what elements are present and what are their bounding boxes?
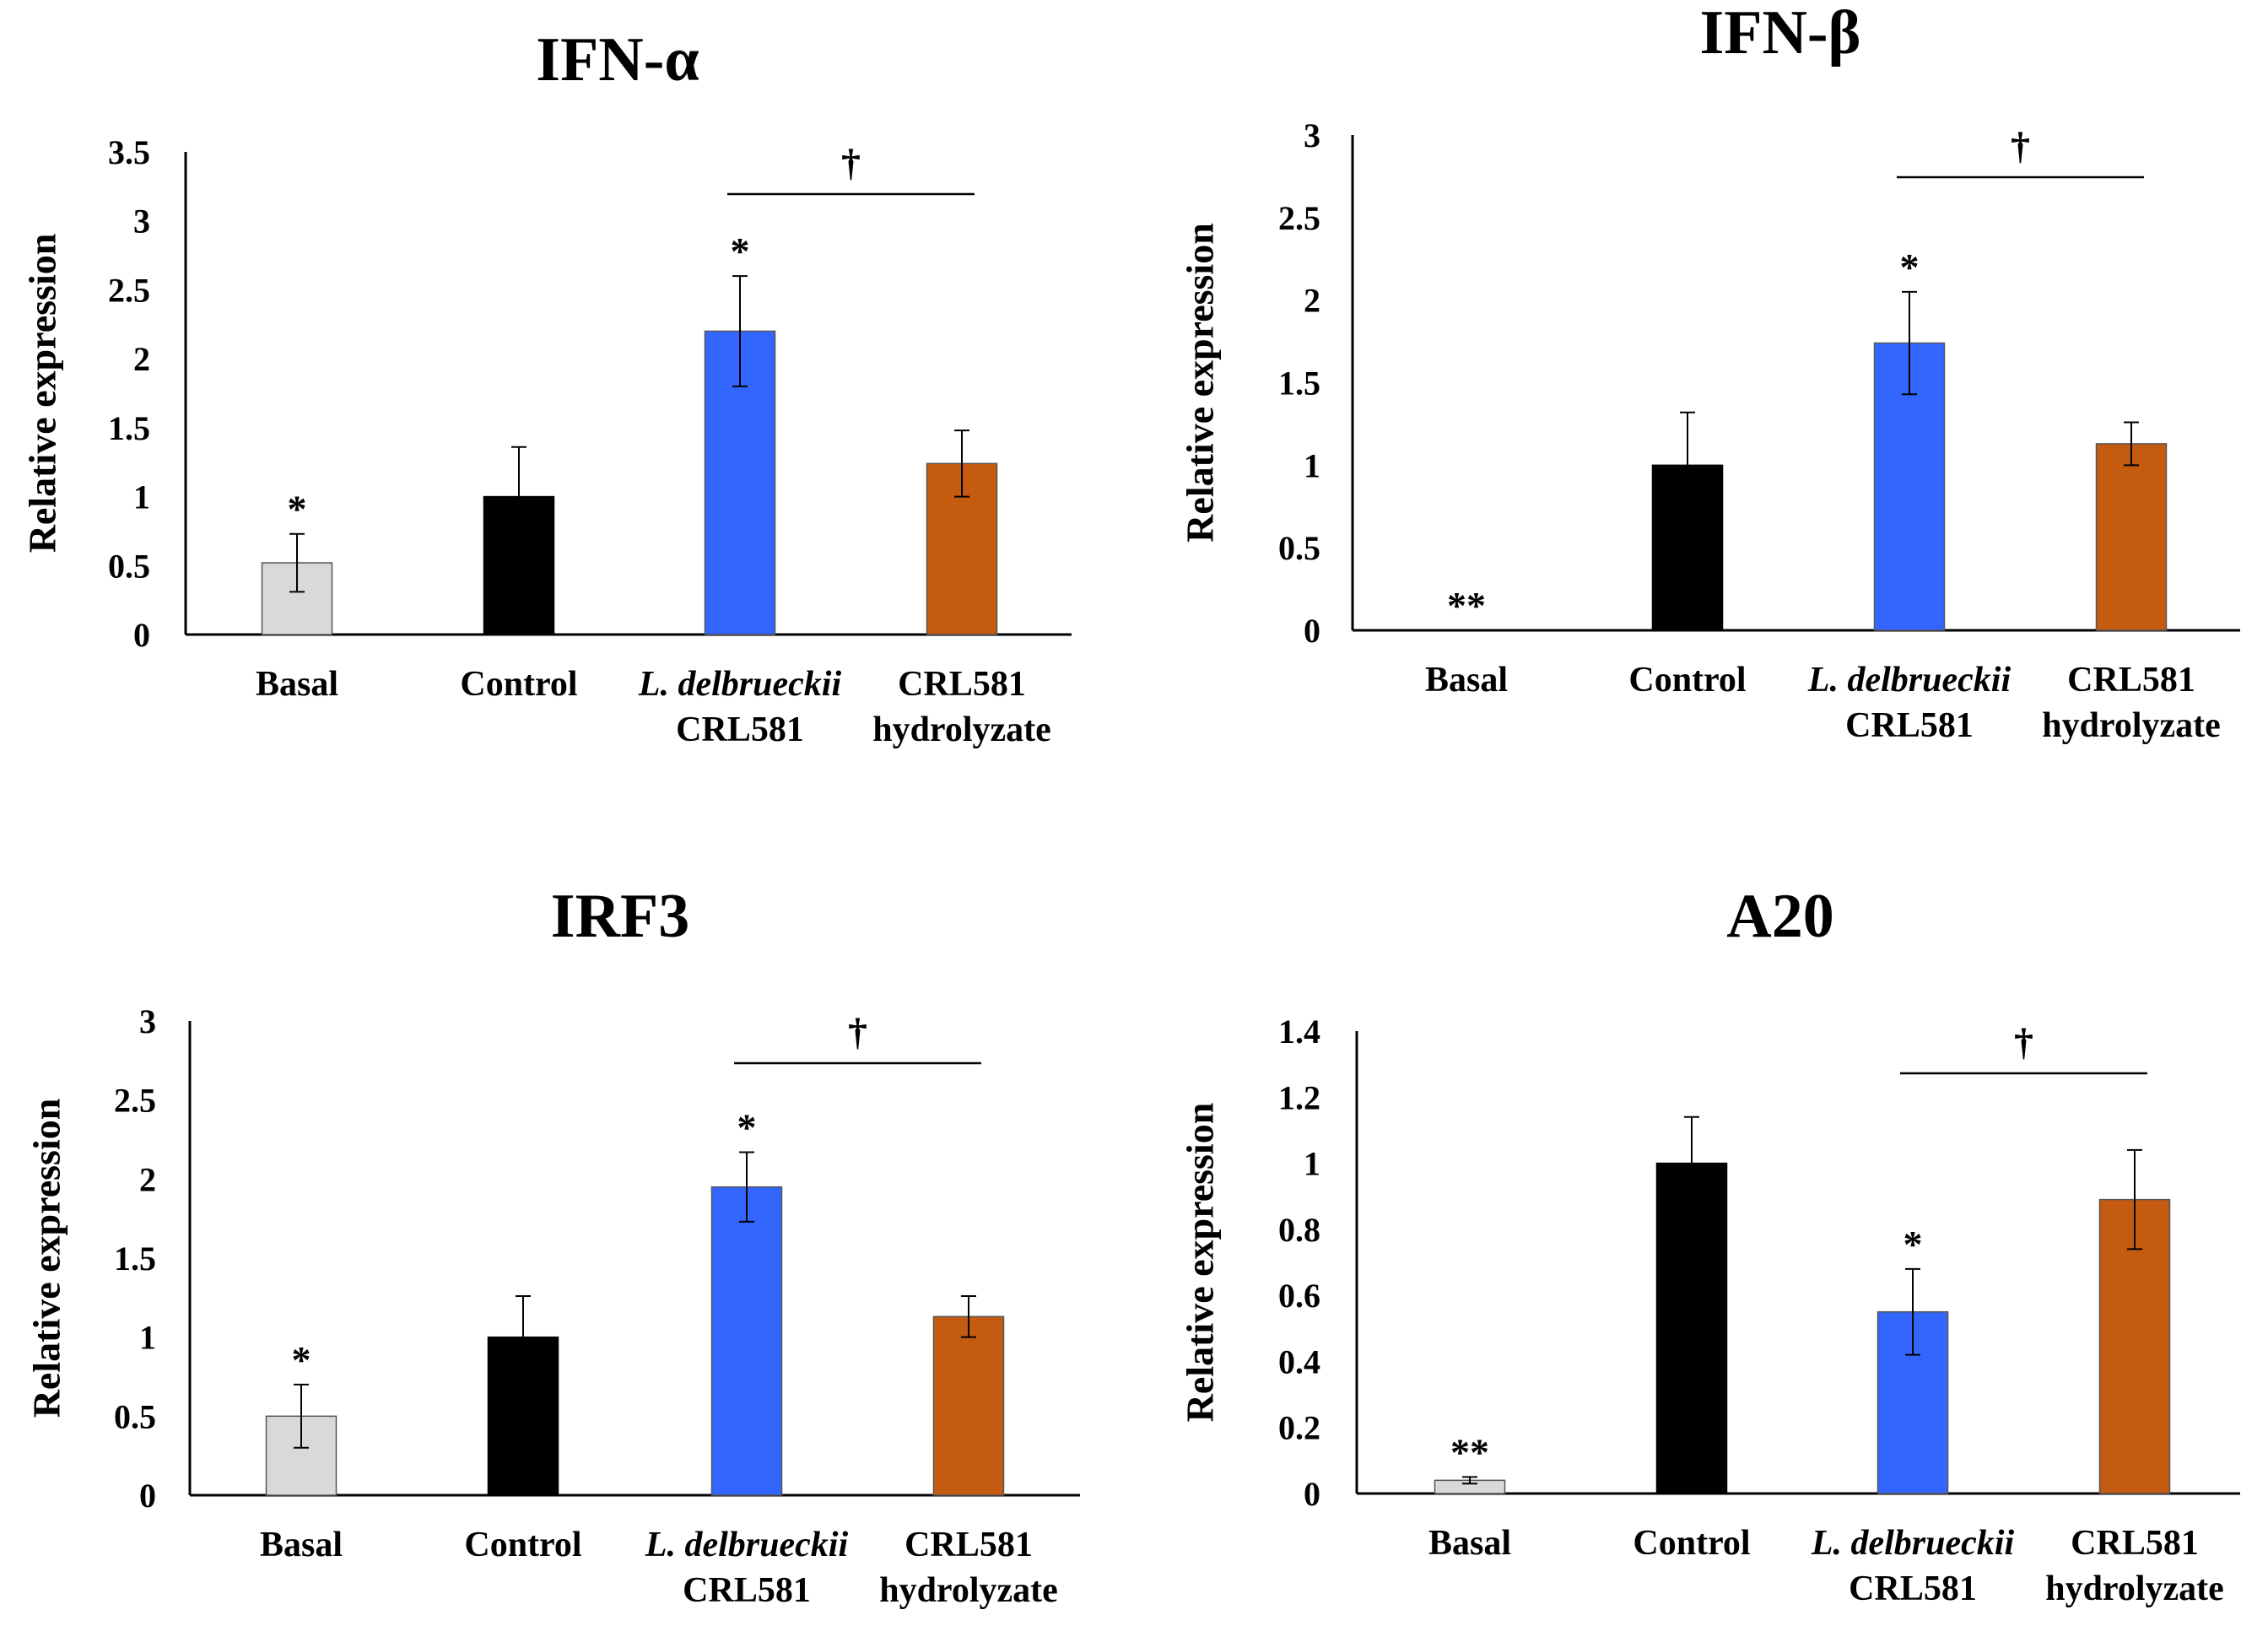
y-tick-label: 0.8 — [1278, 1211, 1320, 1249]
y-tick-label: 2.5 — [114, 1082, 156, 1120]
y-axis-label: Relative expression — [1179, 223, 1222, 543]
x-tick-label: CRL581 — [2067, 661, 2195, 700]
chart-title: A20 — [1726, 882, 1833, 951]
x-tick-label: CRL581 — [904, 1526, 1033, 1564]
y-tick-label: 0 — [1304, 1475, 1320, 1513]
y-tick-label: 2 — [133, 340, 150, 378]
x-tick-label: hydrolyzate — [872, 710, 1051, 749]
x-tick-label: Basal — [1428, 1524, 1511, 1563]
bar — [932, 1315, 1005, 1496]
y-axis-label: Relative expression — [1179, 1103, 1222, 1423]
y-tick-label: 1.5 — [114, 1240, 156, 1278]
y-axis-label: Relative expression — [25, 1099, 68, 1418]
x-tick-label: Control — [1633, 1524, 1750, 1563]
y-tick-label: 3 — [133, 203, 150, 240]
x-tick-label: CRL581 — [1845, 706, 1974, 745]
significance-dagger: † — [2014, 1020, 2033, 1063]
y-tick-label: 0.4 — [1278, 1342, 1320, 1380]
bar — [1655, 1162, 1728, 1494]
y-tick-label: 0 — [133, 616, 150, 654]
y-tick-label: 1 — [1304, 1145, 1320, 1183]
x-tick-label: CRL581 — [1849, 1569, 1977, 1608]
y-axis-label: Relative expression — [21, 234, 64, 554]
y-tick-label: 0.5 — [1278, 529, 1320, 567]
significance-label: ** — [1447, 584, 1486, 627]
y-tick-label: 1 — [139, 1319, 156, 1357]
x-tick-label: L. delbrueckii — [638, 665, 842, 704]
chart-title: IFN-β — [1699, 0, 1860, 68]
x-tick-label: Basal — [260, 1526, 343, 1564]
chart-title: IFN-α — [536, 25, 699, 95]
y-tick-label: 1.2 — [1278, 1078, 1320, 1116]
x-tick-label: hydrolyzate — [879, 1571, 1058, 1610]
bar — [710, 1186, 783, 1496]
x-tick-label: hydrolyzate — [2042, 706, 2221, 745]
significance-label: * — [292, 1338, 311, 1381]
significance-dagger: † — [2011, 124, 2030, 167]
significance-label: ** — [1450, 1430, 1489, 1473]
x-tick-label: CRL581 — [2071, 1524, 2199, 1563]
x-tick-label: Basal — [256, 665, 338, 704]
y-tick-label: 2 — [139, 1160, 156, 1198]
y-tick-label: 0 — [1304, 612, 1320, 650]
y-tick-label: 2.5 — [1278, 199, 1320, 237]
x-tick-label: L. delbrueckii — [645, 1526, 849, 1564]
y-tick-label: 0.6 — [1278, 1277, 1320, 1315]
x-tick-label: CRL581 — [683, 1571, 811, 1610]
significance-label: * — [731, 230, 750, 273]
x-tick-label: Basal — [1425, 661, 1508, 700]
x-tick-label: CRL581 — [898, 665, 1026, 704]
significance-label: * — [737, 1105, 757, 1148]
y-tick-label: 1.5 — [1278, 365, 1320, 402]
x-tick-label: L. delbrueckii — [1811, 1524, 2015, 1563]
x-tick-label: Control — [460, 665, 577, 704]
x-tick-label: CRL581 — [676, 710, 804, 749]
y-tick-label: 1.4 — [1278, 1013, 1320, 1051]
y-tick-label: 3 — [1304, 116, 1320, 154]
bar — [2095, 443, 2168, 631]
y-tick-label: 3.5 — [108, 133, 150, 171]
y-tick-label: 1 — [133, 478, 150, 516]
x-tick-label: hydrolyzate — [2045, 1569, 2224, 1608]
x-tick-label: L. delbrueckii — [1807, 661, 2012, 700]
significance-label: * — [1900, 246, 1920, 289]
y-tick-label: 1 — [1304, 446, 1320, 484]
y-tick-label: 0.2 — [1278, 1409, 1320, 1447]
significance-dagger: † — [841, 141, 861, 184]
y-tick-label: 2 — [1304, 282, 1320, 320]
x-tick-label: Control — [464, 1526, 581, 1564]
chart-title: IRF3 — [551, 882, 689, 951]
significance-dagger: † — [848, 1010, 867, 1053]
significance-label: * — [288, 488, 307, 531]
y-tick-label: 0 — [139, 1477, 156, 1515]
y-tick-label: 0.5 — [114, 1397, 156, 1435]
x-tick-label: Control — [1628, 661, 1746, 700]
significance-label: * — [1904, 1223, 1923, 1266]
y-tick-label: 0.5 — [108, 547, 150, 585]
y-tick-label: 1.5 — [108, 409, 150, 447]
y-tick-label: 2.5 — [108, 271, 150, 309]
y-tick-label: 3 — [139, 1002, 156, 1040]
